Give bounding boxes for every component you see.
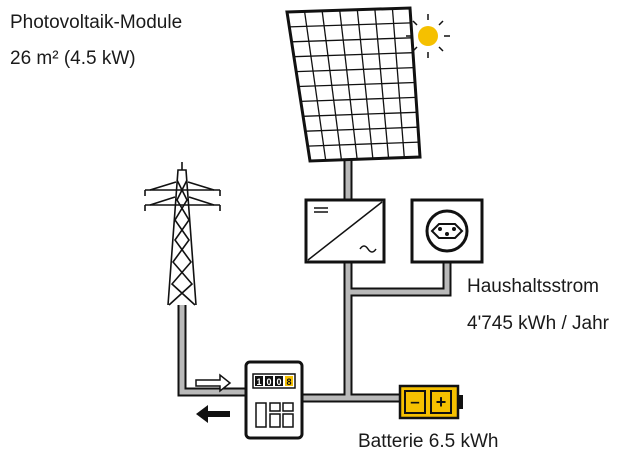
- pv-title: Photovoltaik-Module: [10, 12, 182, 33]
- inverter: [306, 200, 384, 262]
- battery-label: Batterie 6.5 kWh: [358, 431, 498, 452]
- meter-digit: 0: [276, 377, 281, 387]
- solar-panel: [287, 8, 420, 161]
- battery-minus: –: [410, 392, 419, 411]
- household-consumption: 4'745 kWh / Jahr: [467, 313, 610, 334]
- household-title: Haushaltsstrom: [467, 276, 599, 297]
- meter-digit: 1: [256, 377, 261, 387]
- diagram: 1008 – + Photovoltaik-Module 26 m² (4.5 …: [0, 0, 642, 455]
- battery-plus: +: [436, 392, 447, 412]
- meter-digit: 8: [286, 377, 291, 387]
- meter-digit: 0: [266, 377, 271, 387]
- arrows: [196, 375, 230, 423]
- pv-size: 26 m² (4.5 kW): [10, 48, 136, 69]
- cables: [182, 160, 447, 398]
- battery: – +: [400, 386, 463, 418]
- pylon: [145, 162, 220, 305]
- socket: [412, 200, 482, 262]
